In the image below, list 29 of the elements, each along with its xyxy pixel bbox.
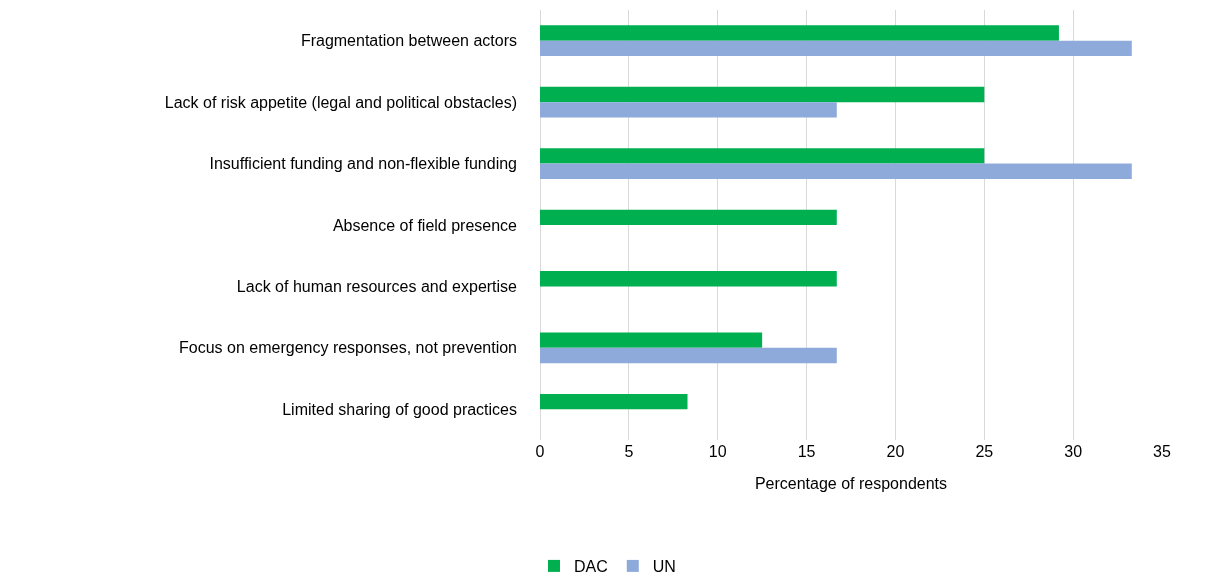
bar bbox=[540, 209, 837, 225]
bar bbox=[540, 102, 837, 118]
x-axis-title: Percentage of respondents bbox=[754, 474, 948, 492]
bar bbox=[540, 271, 837, 287]
bar bbox=[540, 393, 688, 410]
bar bbox=[540, 86, 985, 103]
x-tick-label: 25 bbox=[975, 443, 994, 460]
bar bbox=[540, 347, 837, 364]
x-tick-label: 30 bbox=[1064, 443, 1083, 460]
x-tick-label: 20 bbox=[886, 443, 905, 460]
x-tick-label: 0 bbox=[535, 443, 545, 460]
y-tick-label: Limited sharing of good practices bbox=[282, 400, 517, 418]
y-tick-label: Lack of risk appetite (legal and political obstacles) bbox=[164, 93, 517, 111]
y-tick-label: Insufficient funding and non-flexible funding bbox=[209, 155, 517, 173]
bar bbox=[540, 148, 985, 164]
x-tick-label: 15 bbox=[797, 443, 816, 460]
bar bbox=[540, 332, 763, 348]
bar bbox=[540, 163, 1132, 179]
y-tick-label: Lack of human resources and expertise bbox=[236, 278, 518, 296]
legend-label: DAC bbox=[574, 558, 608, 576]
x-tick-label: 35 bbox=[1153, 443, 1171, 460]
x-tick-label: 10 bbox=[708, 443, 727, 460]
y-tick-label: Focus on emergency responses, not prevention bbox=[179, 339, 517, 357]
bar bbox=[540, 25, 1059, 41]
y-tick-label: Fragmentation between actors bbox=[300, 32, 517, 50]
legend-label: UN bbox=[652, 558, 676, 576]
bar bbox=[540, 40, 1132, 57]
y-tick-label: Absence of field presence bbox=[332, 216, 518, 234]
x-tick-label: 5 bbox=[624, 443, 634, 460]
